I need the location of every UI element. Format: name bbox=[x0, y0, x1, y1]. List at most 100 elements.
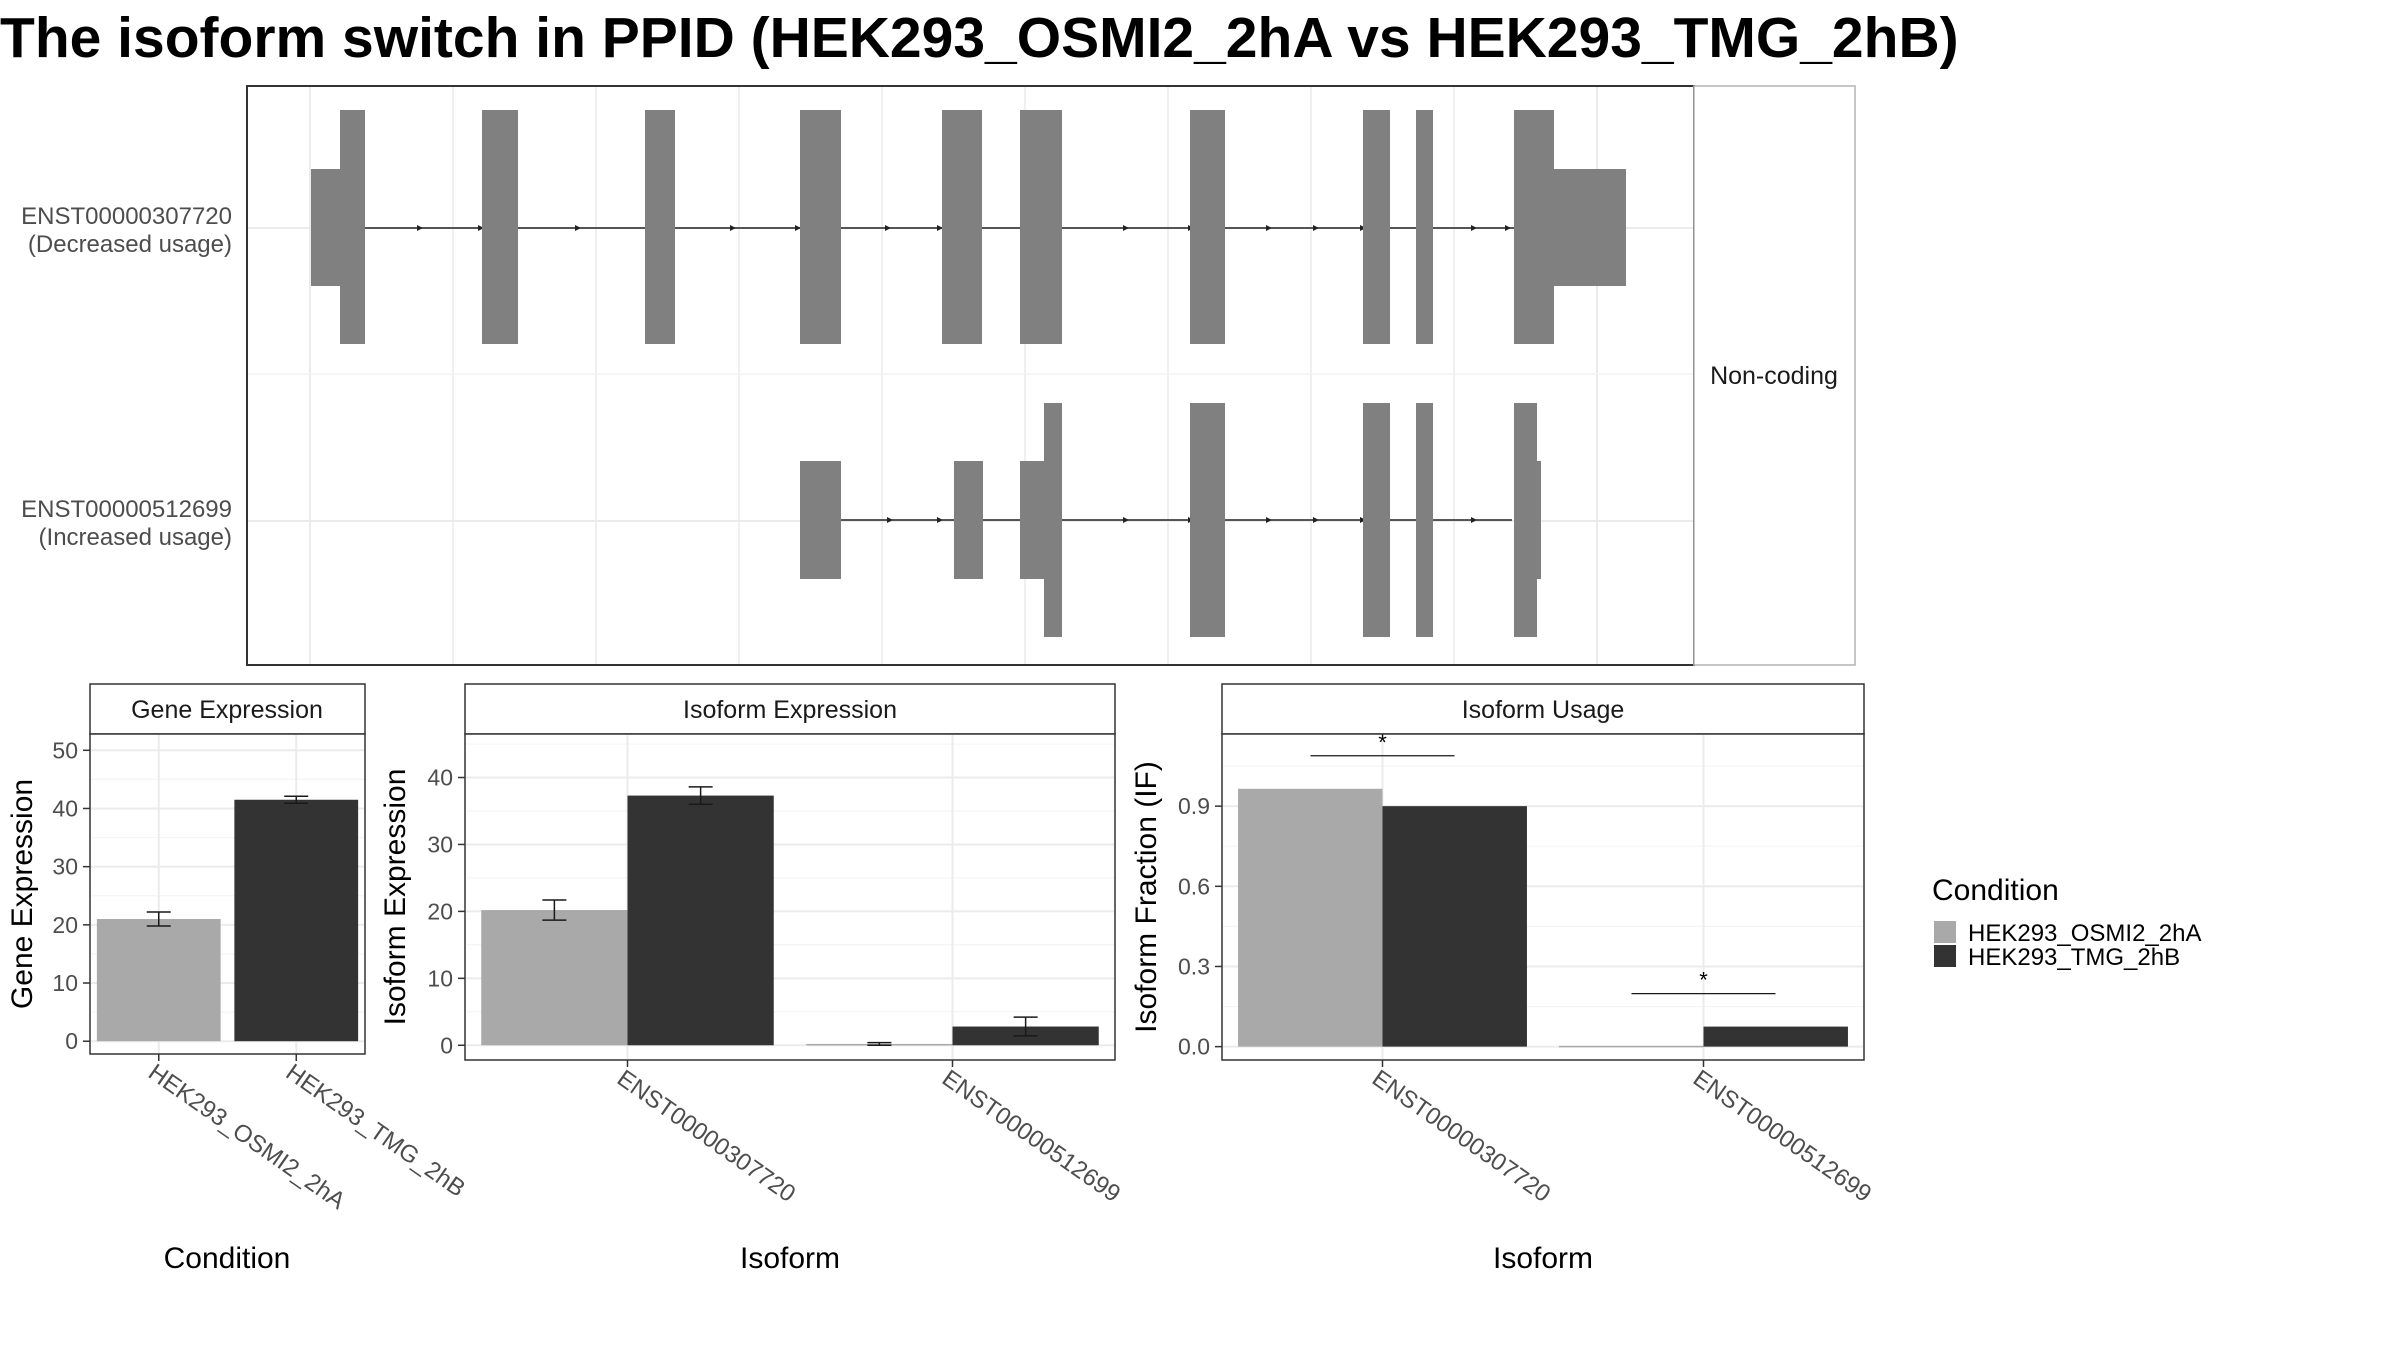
exon-isoform-1 bbox=[1550, 169, 1626, 286]
legend-label-condition-a: HEK293_OSMI2_2hA bbox=[1968, 920, 2201, 947]
isoform-expression-frame bbox=[464, 733, 1116, 1061]
exon-isoform-1 bbox=[942, 110, 982, 344]
intron-direction-arrow bbox=[1471, 225, 1477, 231]
isoform-usage-strip bbox=[1221, 683, 1865, 735]
intron-direction-arrow bbox=[478, 225, 484, 231]
intron-direction-arrow bbox=[1505, 225, 1511, 231]
intron-direction-arrow bbox=[1313, 517, 1319, 523]
isoform-usage-y-axis: 0.0 0.3 0.6 0.9 bbox=[1178, 793, 1222, 1060]
exon-isoform-1 bbox=[1514, 110, 1554, 344]
condition-legend: Condition HEK293_OSMI2_2hA HEK293_TMG_2h… bbox=[1932, 874, 2201, 971]
y-tick-label: 10 bbox=[427, 965, 453, 991]
y-tick-label: 30 bbox=[52, 854, 78, 880]
gene-expression-strip bbox=[89, 683, 366, 735]
bar-condition-b bbox=[234, 799, 359, 1042]
isoform-usage-x-title: Isoform bbox=[1493, 1242, 1593, 1275]
isoform-usage-panel-title: Isoform Usage bbox=[1462, 696, 1625, 724]
y-tick-label: 10 bbox=[52, 970, 78, 996]
x-tick-label: ENST00000307720 bbox=[1367, 1065, 1555, 1208]
gene-expression-panel-title: Gene Expression bbox=[131, 696, 323, 724]
exon-isoform-1 bbox=[1190, 110, 1225, 344]
y-tick-label: 50 bbox=[52, 737, 78, 763]
gene-expression-y-title: Gene Expression bbox=[6, 779, 39, 1009]
intron-direction-arrow bbox=[937, 517, 943, 523]
y-tick-label: 0.9 bbox=[1178, 793, 1210, 819]
isoform-expression-bars bbox=[481, 786, 1099, 1047]
isoform-1-id: ENST00000307720 bbox=[21, 203, 232, 230]
exon-isoform-2 bbox=[1363, 403, 1390, 637]
exon-isoform-2 bbox=[800, 461, 841, 579]
transcript-structure-panel: Non-coding ENST00000307720 (Decreased us… bbox=[21, 85, 1856, 666]
intron-direction-arrow bbox=[795, 225, 801, 231]
significance-marker: * bbox=[1699, 968, 1708, 993]
bar-condition-a bbox=[1559, 1045, 1704, 1048]
y-tick-label: 40 bbox=[52, 795, 78, 821]
isoform-1-usage: (Decreased usage) bbox=[28, 231, 232, 258]
legend-swatch-condition-a bbox=[1934, 921, 1956, 943]
exon-isoform-2 bbox=[1536, 461, 1541, 579]
bar-condition-a bbox=[1238, 788, 1383, 1047]
intron-direction-arrow bbox=[937, 225, 943, 231]
figure-title: The isoform switch in PPID (HEK293_OSMI2… bbox=[0, 6, 1959, 70]
bar-condition-a bbox=[481, 910, 628, 1046]
isoform-expression-strip bbox=[464, 683, 1116, 735]
intron-direction-arrow bbox=[1123, 225, 1129, 231]
intron-direction-arrow bbox=[1266, 517, 1272, 523]
bar-condition-b bbox=[1382, 806, 1527, 1047]
significance-marker: * bbox=[1378, 730, 1387, 755]
exon-isoform-1 bbox=[1363, 110, 1390, 344]
isoform-usage-panel: Isoform Usage ** 0.00.30.60.9 ENST000003… bbox=[1130, 683, 1876, 1275]
y-tick-label: 20 bbox=[52, 912, 78, 938]
exon-isoform-2 bbox=[1416, 403, 1433, 637]
isoform-expression-x-axis: ENST00000307720 ENST00000512699 bbox=[612, 1060, 1125, 1208]
gene-expression-y-axis: 0 10 20 30 40 50 bbox=[52, 737, 90, 1054]
intron-direction-arrow bbox=[730, 225, 736, 231]
y-tick-label: 0.6 bbox=[1178, 873, 1210, 899]
exon-isoform-1 bbox=[1020, 110, 1062, 344]
y-tick-label: 0 bbox=[65, 1028, 78, 1054]
isoform-expression-y-title: Isoform Expression bbox=[379, 769, 412, 1026]
intron-direction-arrow bbox=[417, 225, 423, 231]
exon-blocks bbox=[311, 110, 1626, 637]
isoform-2-id: ENST00000512699 bbox=[21, 496, 232, 523]
legend-title: Condition bbox=[1932, 874, 2059, 907]
isoform-usage-significance: ** bbox=[1310, 730, 1776, 995]
exon-isoform-2 bbox=[954, 461, 983, 579]
y-tick-label: 20 bbox=[427, 898, 453, 924]
gene-expression-frame bbox=[89, 733, 366, 1055]
isoform-expression-panel-title: Isoform Expression bbox=[683, 696, 897, 724]
intron-direction-arrow bbox=[1266, 225, 1272, 231]
legend-swatch-condition-b bbox=[1934, 945, 1956, 967]
bar-condition-b bbox=[1703, 1026, 1848, 1047]
intron-direction-arrow bbox=[1471, 517, 1477, 523]
exon-isoform-1 bbox=[340, 110, 365, 344]
isoform-usage-y-title: Isoform Fraction (IF) bbox=[1130, 761, 1163, 1033]
exon-isoform-2 bbox=[1044, 403, 1062, 637]
bar-condition-b bbox=[627, 795, 774, 1046]
x-tick-label: ENST00000512699 bbox=[1688, 1065, 1876, 1208]
isoform-usage-x-axis: ENST00000307720 ENST00000512699 bbox=[1367, 1060, 1876, 1208]
exon-isoform-1 bbox=[311, 169, 341, 286]
isoform-expression-x-title: Isoform bbox=[740, 1242, 840, 1275]
legend-label-condition-b: HEK293_TMG_2hB bbox=[1968, 944, 2180, 971]
intron-lines bbox=[360, 225, 1520, 523]
x-tick-label: ENST00000512699 bbox=[937, 1065, 1125, 1208]
exon-isoform-1 bbox=[800, 110, 841, 344]
x-tick-label: ENST00000307720 bbox=[612, 1065, 800, 1208]
y-tick-label: 0.3 bbox=[1178, 953, 1210, 979]
isoform-2-usage: (Increased usage) bbox=[39, 524, 232, 551]
exon-isoform-1 bbox=[482, 110, 518, 344]
isoform-usage-frame bbox=[1221, 733, 1865, 1061]
intron-direction-arrow bbox=[575, 225, 581, 231]
intron-direction-arrow bbox=[887, 517, 893, 523]
exon-isoform-1 bbox=[645, 110, 675, 344]
gene-expression-bars bbox=[96, 795, 359, 1042]
top-strip-box bbox=[1693, 85, 1856, 666]
y-tick-label: 30 bbox=[427, 831, 453, 857]
isoform-expression-panel: Isoform Expression 0 10 20 30 40 ENST0000030… bbox=[379, 683, 1125, 1275]
strip-label: Non-coding bbox=[1710, 362, 1838, 390]
intron-direction-arrow bbox=[885, 225, 891, 231]
exon-isoform-2 bbox=[1514, 403, 1537, 637]
